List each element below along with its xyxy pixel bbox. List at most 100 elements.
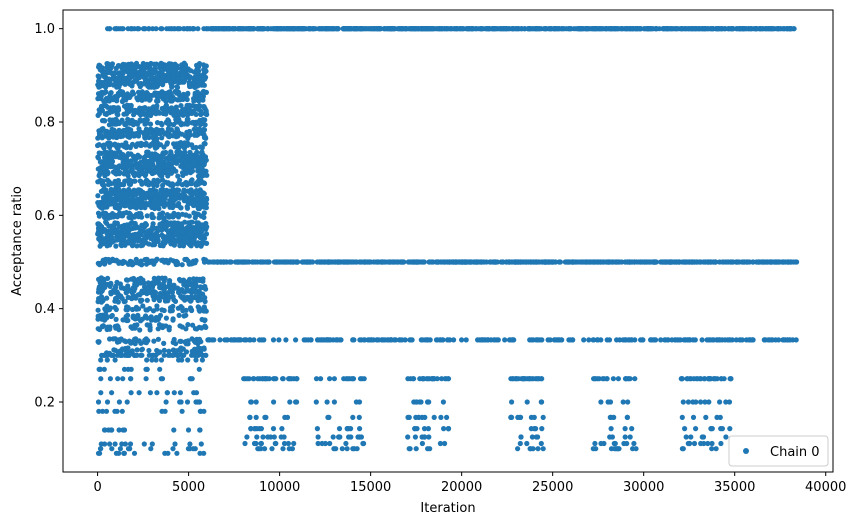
data-point xyxy=(604,26,610,32)
data-point xyxy=(523,259,529,265)
data-point xyxy=(184,399,191,405)
data-point xyxy=(648,337,654,343)
data-point xyxy=(157,349,163,355)
data-point xyxy=(135,97,141,103)
data-point xyxy=(159,159,165,165)
data-point xyxy=(497,26,503,32)
data-point xyxy=(189,142,195,148)
data-point xyxy=(95,339,101,345)
data-point xyxy=(198,95,204,101)
data-point xyxy=(141,163,147,169)
data-point xyxy=(464,259,470,265)
data-point xyxy=(439,26,445,32)
data-point xyxy=(147,187,153,193)
data-point xyxy=(187,149,193,155)
data-point xyxy=(193,182,199,188)
data-point xyxy=(238,337,244,343)
data-point xyxy=(103,219,109,225)
data-point xyxy=(138,291,144,297)
data-point xyxy=(174,160,180,166)
data-point xyxy=(143,126,149,132)
data-point xyxy=(170,204,176,211)
data-point xyxy=(776,259,783,265)
data-point xyxy=(128,376,134,382)
data-point xyxy=(200,117,206,123)
data-point xyxy=(463,337,469,343)
data-point xyxy=(173,119,179,125)
data-point xyxy=(121,96,127,102)
data-point xyxy=(712,259,718,265)
data-point xyxy=(135,200,141,207)
data-point xyxy=(156,93,162,99)
data-point xyxy=(123,140,129,146)
data-point xyxy=(159,135,165,141)
data-point xyxy=(203,286,209,292)
data-point xyxy=(765,337,772,343)
data-point xyxy=(143,222,149,228)
data-point xyxy=(194,196,200,202)
data-point xyxy=(123,121,129,127)
data-point xyxy=(512,26,518,32)
data-point xyxy=(525,26,531,32)
data-point xyxy=(129,348,135,354)
data-point xyxy=(131,173,138,179)
data-point xyxy=(162,298,168,304)
data-point xyxy=(492,26,498,32)
data-point xyxy=(178,399,184,405)
data-point xyxy=(104,315,110,321)
data-point xyxy=(175,133,181,139)
data-point xyxy=(136,126,142,132)
data-point xyxy=(108,149,114,155)
data-point xyxy=(192,132,198,138)
data-point xyxy=(547,337,553,343)
data-point xyxy=(137,229,143,235)
data-point xyxy=(162,284,168,290)
data-point xyxy=(363,26,369,32)
data-point xyxy=(189,120,195,126)
data-point xyxy=(647,259,653,265)
data-point xyxy=(185,130,191,136)
data-point xyxy=(158,142,164,148)
data-point xyxy=(394,259,400,265)
data-point xyxy=(105,177,111,183)
data-point xyxy=(195,205,201,212)
data-point xyxy=(116,84,122,90)
data-point xyxy=(361,259,367,265)
data-point xyxy=(116,224,122,230)
data-point xyxy=(270,337,277,343)
data-point xyxy=(154,257,160,263)
data-point xyxy=(171,224,177,230)
data-point xyxy=(697,26,703,32)
data-point xyxy=(198,325,205,331)
data-point xyxy=(163,315,169,321)
data-point xyxy=(95,210,102,216)
data-point xyxy=(131,192,138,198)
data-point xyxy=(122,81,128,87)
data-point xyxy=(140,66,146,72)
data-point xyxy=(95,193,101,199)
data-point xyxy=(113,257,120,263)
data-point xyxy=(96,366,102,372)
data-point xyxy=(103,84,109,90)
data-point xyxy=(137,327,143,333)
data-point xyxy=(698,259,704,265)
data-point xyxy=(118,201,124,207)
data-point xyxy=(144,297,150,303)
data-point xyxy=(123,202,129,208)
data-point xyxy=(437,337,443,343)
data-point xyxy=(202,298,208,305)
data-point xyxy=(176,276,183,283)
data-point xyxy=(503,26,509,32)
data-point xyxy=(105,61,111,67)
data-point xyxy=(198,178,204,184)
data-point xyxy=(541,26,547,32)
data-point xyxy=(136,81,142,87)
data-point xyxy=(193,357,199,363)
data-point xyxy=(102,80,108,86)
data-point xyxy=(199,357,205,363)
data-point xyxy=(159,408,165,414)
data-point xyxy=(177,390,183,396)
data-point xyxy=(123,210,129,216)
data-point xyxy=(169,308,175,314)
data-point xyxy=(198,121,204,127)
